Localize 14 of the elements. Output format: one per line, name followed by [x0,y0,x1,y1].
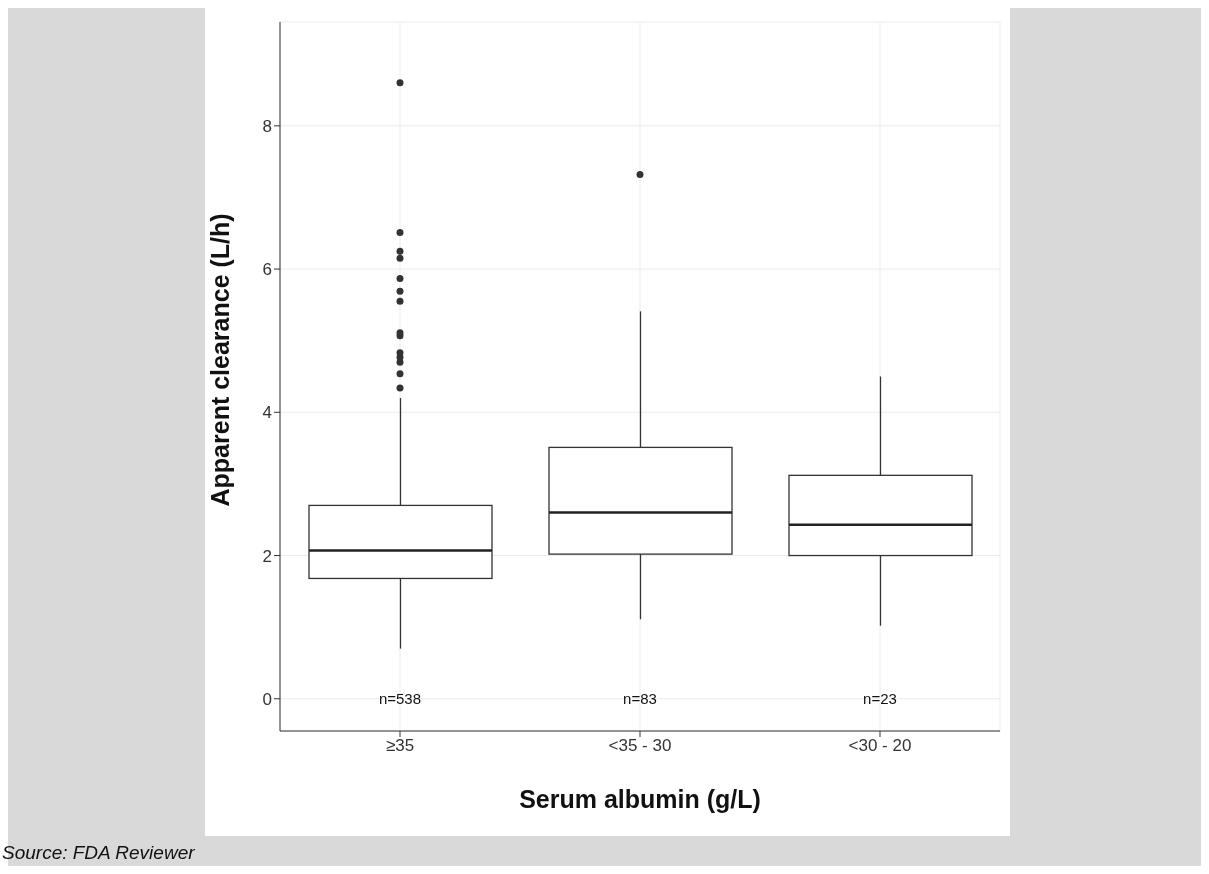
y-tick-label: 2 [262,546,272,566]
y-tick-label: 4 [262,403,272,423]
y-tick-label: 0 [262,689,272,709]
y-axis-title: Apparent clearance (L/h) [205,213,234,507]
y-tick-label: 8 [262,116,272,136]
x-tick-label: <35 - 30 [608,736,672,756]
x-tick-label: ≥35 [385,736,415,756]
annotation: n=83 [623,690,657,708]
x-axis-title: Serum albumin (g/L) [519,785,761,813]
annotation: n=23 [863,690,897,708]
annotation: n=538 [378,690,422,708]
source-note: Source: FDA Reviewer [2,842,195,864]
x-tick-label: <30 - 20 [848,736,912,756]
y-tick-label: 6 [262,260,272,280]
